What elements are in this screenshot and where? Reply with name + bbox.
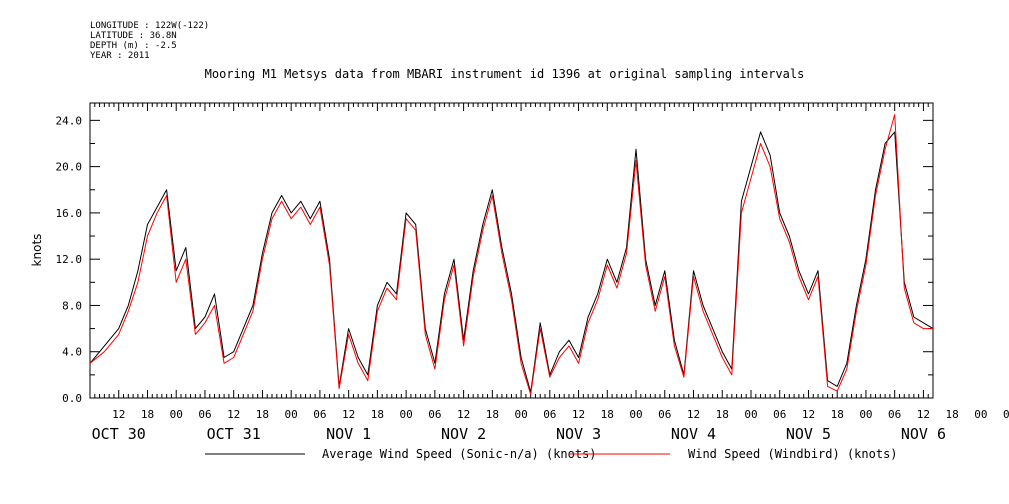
legend-label-sonic: Average Wind Speed (Sonic-n/a) (knots): [322, 447, 597, 461]
y-tick-label: 16.0: [56, 207, 83, 220]
x-day-label: NOV 1: [326, 425, 371, 443]
series-line-windbird: [89, 114, 933, 395]
x-day-label: NOV 4: [671, 425, 716, 443]
x-day-label: NOV 6: [901, 425, 946, 443]
x-hour-label: 06: [313, 408, 326, 421]
series-line-sonic: [89, 131, 934, 393]
x-hour-label: 06: [198, 408, 211, 421]
y-tick-label: 20.0: [56, 161, 83, 174]
x-hour-label: 12: [572, 408, 585, 421]
y-axis-label: knots: [30, 234, 44, 267]
x-hour-label: 00: [744, 408, 757, 421]
x-hour-label: 00: [514, 408, 527, 421]
y-tick-label: 4.0: [62, 346, 82, 359]
meta-latitude: LATITUDE : 36.8N: [90, 31, 177, 41]
x-hour-label: 18: [716, 408, 729, 421]
x-hour-label: 00: [974, 408, 987, 421]
y-tick-labels: 0.0 4.0 8.0 12.0 16.0 20.0 24.0: [56, 114, 83, 405]
x-hour-label: 06: [888, 408, 901, 421]
tick-marks: [89, 103, 934, 399]
meta-depth: DEPTH (m) : -2.5: [90, 41, 177, 51]
x-hour-label: 12: [457, 408, 470, 421]
meta-year: YEAR : 2011: [90, 51, 150, 61]
x-hour-label: 12: [687, 408, 700, 421]
y-tick-label: 12.0: [56, 253, 83, 266]
plot-frame: [89, 102, 934, 399]
x-hour-label: 12: [917, 408, 930, 421]
x-hour-label: 06: [1003, 408, 1009, 421]
y-tick-label: 24.0: [56, 114, 83, 127]
x-hour-label: 00: [859, 408, 872, 421]
x-day-label: NOV 5: [786, 425, 831, 443]
x-hour-label: 12: [227, 408, 240, 421]
x-hour-label: 18: [486, 408, 499, 421]
x-hour-label: 00: [400, 408, 413, 421]
x-hour-label: 06: [543, 408, 556, 421]
x-hour-label: 00: [285, 408, 298, 421]
x-hour-label: 06: [428, 408, 441, 421]
x-hour-label: 18: [946, 408, 959, 421]
x-hour-label: 12: [112, 408, 125, 421]
legend-label-windbird: Wind Speed (Windbird) (knots): [688, 447, 898, 461]
x-hour-label: 18: [831, 408, 844, 421]
x-tick-labels: 12 18 00 06 12 18 00 06 12 18 00 06 12 18 00 06 12 18 00 06…: [92, 408, 1009, 443]
x-hour-label: 18: [371, 408, 384, 421]
x-hour-label: 12: [802, 408, 815, 421]
x-day-label: OCT 30: [92, 425, 146, 443]
x-hour-label: 06: [658, 408, 671, 421]
x-hour-label: 12: [342, 408, 355, 421]
x-hour-label: 00: [170, 408, 183, 421]
x-day-label: NOV 3: [556, 425, 601, 443]
metadata-block: LONGITUDE : 122W(-122) LATITUDE : 36.8N …: [90, 21, 209, 61]
x-hour-label: 00: [629, 408, 642, 421]
y-tick-label: 8.0: [62, 299, 82, 312]
x-hour-label: 18: [256, 408, 269, 421]
x-hour-label: 18: [141, 408, 154, 421]
meta-longitude: LONGITUDE : 122W(-122): [90, 21, 210, 31]
legend: Average Wind Speed (Sonic-n/a) (knots) W…: [205, 447, 898, 461]
chart-title: Mooring M1 Metsys data from MBARI instru…: [204, 67, 805, 81]
x-day-label: NOV 2: [441, 425, 486, 443]
x-hour-label: 06: [773, 408, 786, 421]
y-tick-label: 0.0: [62, 392, 82, 405]
x-hour-label: 18: [601, 408, 614, 421]
x-day-label: OCT 31: [207, 425, 261, 443]
series-lines: [89, 114, 934, 395]
